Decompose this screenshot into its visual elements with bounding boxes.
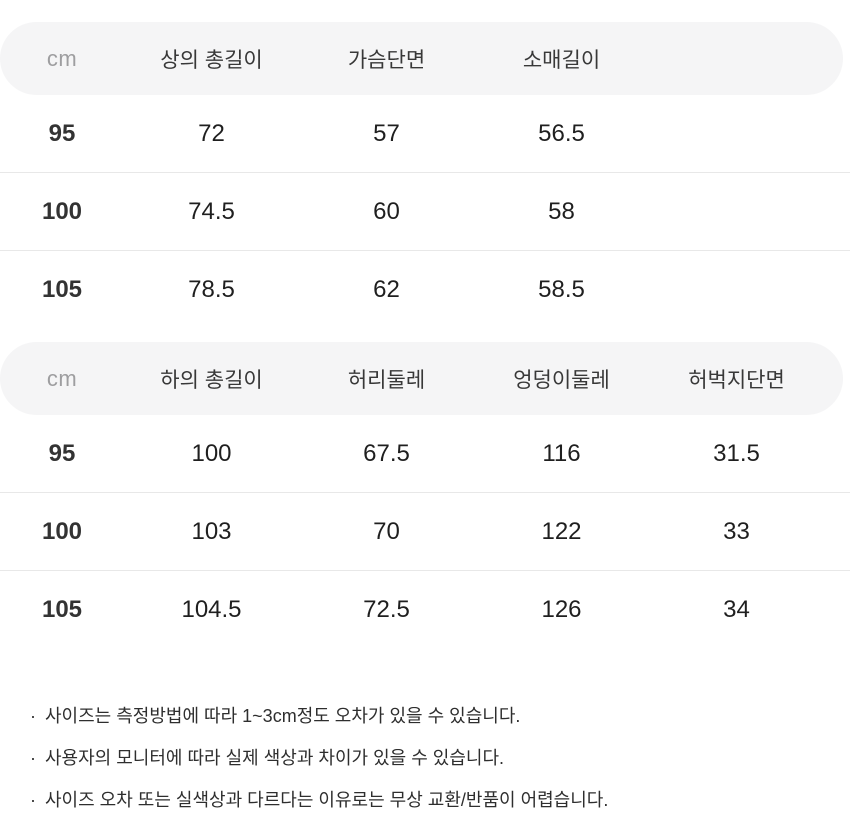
value-cell: 57 [373,119,400,147]
note-text: 사이즈 오차 또는 실색상과 다르다는 이유로는 무상 교환/반품이 어렵습니다… [45,790,609,810]
value-cell: 116 [542,439,581,467]
column-header-bottom-length: 하의 총길이 [160,368,263,392]
value-cell: 56.5 [538,119,585,147]
size-cell: 105 [41,596,83,623]
value-cell: 74.5 [188,197,235,225]
value-cell: 122 [541,517,582,545]
column-header-sleeve: 소매길이 [522,48,601,72]
size-table-bottoms: cm 하의 총길이 허리둘레 엉덩이둘레 허벅지단면 95 100 67.5 1… [0,342,850,649]
table-header-row: cm 상의 총길이 가슴단면 소매길이 [0,22,843,95]
note-bullet: · [30,706,36,726]
table-row: 95 100 67.5 116 31.5 [0,415,850,493]
value-cell: 126 [541,596,582,623]
note-item: · 사이즈는 측정방법에 따라 1~3cm정도 오차가 있을 수 있습니다. [30,695,850,737]
value-cell: 58.5 [538,276,585,303]
column-header-waist: 허리둘레 [347,368,426,392]
value-cell: 100 [191,439,232,467]
note-text: 사이즈는 측정방법에 따라 1~3cm정도 오차가 있을 수 있습니다. [45,706,521,726]
value-cell: 72 [198,119,225,147]
value-cell: 104.5 [181,596,242,623]
value-cell: 78.5 [188,276,235,303]
value-cell: 58 [548,197,575,225]
size-cell: 100 [41,197,83,225]
value-cell: 34 [723,596,750,623]
column-header-chest: 가슴단면 [347,48,426,72]
note-item: · 사용자의 모니터에 따라 실제 색상과 차이가 있을 수 있습니다. [30,737,850,779]
table-row: 100 74.5 60 58 [0,173,850,251]
table-row: 95 72 57 56.5 [0,95,850,173]
unit-label: cm [46,365,78,391]
value-cell: 31.5 [713,439,760,467]
size-cell: 100 [41,517,83,545]
value-cell: 103 [191,517,232,545]
note-item: · 사이즈 오차 또는 실색상과 다르다는 이유로는 무상 교환/반품이 어렵습니… [30,779,850,821]
value-cell: 67.5 [363,439,410,467]
value-cell: 72.5 [363,596,410,623]
unit-label: cm [46,45,78,71]
table-row: 105 78.5 62 58.5 [0,251,850,329]
value-cell: 60 [373,197,400,225]
note-bullet: · [30,748,36,768]
value-cell: 62 [373,276,400,303]
size-table-tops: cm 상의 총길이 가슴단면 소매길이 95 72 57 56.5 100 74… [0,22,850,329]
note-text: 사용자의 모니터에 따라 실제 색상과 차이가 있을 수 있습니다. [45,748,505,768]
table-row: 100 103 70 122 33 [0,493,850,571]
table-row: 105 104.5 72.5 126 34 [0,571,850,649]
disclaimer-notes: · 사이즈는 측정방법에 따라 1~3cm정도 오차가 있을 수 있습니다. · 사… [0,695,850,821]
size-cell: 95 [48,119,76,147]
value-cell: 33 [723,517,750,545]
note-bullet: · [30,790,36,810]
value-cell: 70 [373,517,400,545]
table-header-row: cm 하의 총길이 허리둘레 엉덩이둘레 허벅지단면 [0,342,843,415]
column-header-hip: 엉덩이둘레 [513,368,610,392]
column-header-thigh: 허벅지단면 [688,368,785,392]
size-cell: 95 [48,439,76,467]
size-cell: 105 [41,276,83,303]
column-header-top-length: 상의 총길이 [160,48,263,72]
